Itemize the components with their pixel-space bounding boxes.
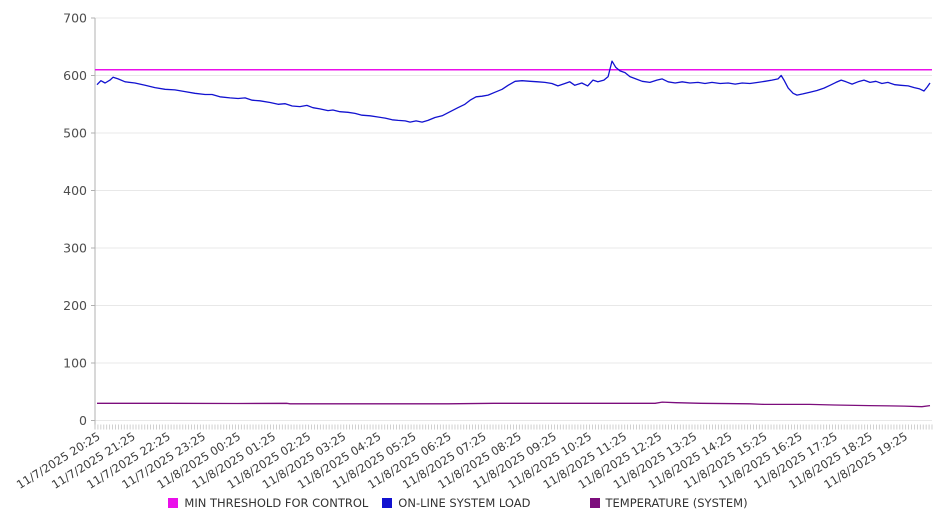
legend-label: TEMPERATURE (SYSTEM) xyxy=(605,496,748,510)
svg-text:600: 600 xyxy=(63,68,87,83)
svg-text:500: 500 xyxy=(63,126,87,141)
legend-swatch-icon xyxy=(589,498,600,508)
svg-text:100: 100 xyxy=(63,356,87,371)
svg-text:700: 700 xyxy=(63,11,87,26)
svg-text:400: 400 xyxy=(63,183,87,198)
legend-item-temperature: TEMPERATURE (SYSTEM) xyxy=(589,496,748,510)
legend-item-min-threshold: MIN THRESHOLD FOR CONTROL xyxy=(168,496,368,510)
svg-text:200: 200 xyxy=(63,298,87,313)
svg-text:300: 300 xyxy=(63,241,87,256)
svg-text:0: 0 xyxy=(79,413,87,428)
legend-item-system-load: ON-LINE SYSTEM LOAD xyxy=(382,496,531,510)
legend-swatch-icon xyxy=(168,498,179,508)
legend-swatch-icon xyxy=(382,498,393,508)
legend-label: ON-LINE SYSTEM LOAD xyxy=(398,496,531,510)
chart-legend: MIN THRESHOLD FOR CONTROL ON-LINE SYSTEM… xyxy=(0,496,946,510)
legend-label: MIN THRESHOLD FOR CONTROL xyxy=(184,496,369,510)
